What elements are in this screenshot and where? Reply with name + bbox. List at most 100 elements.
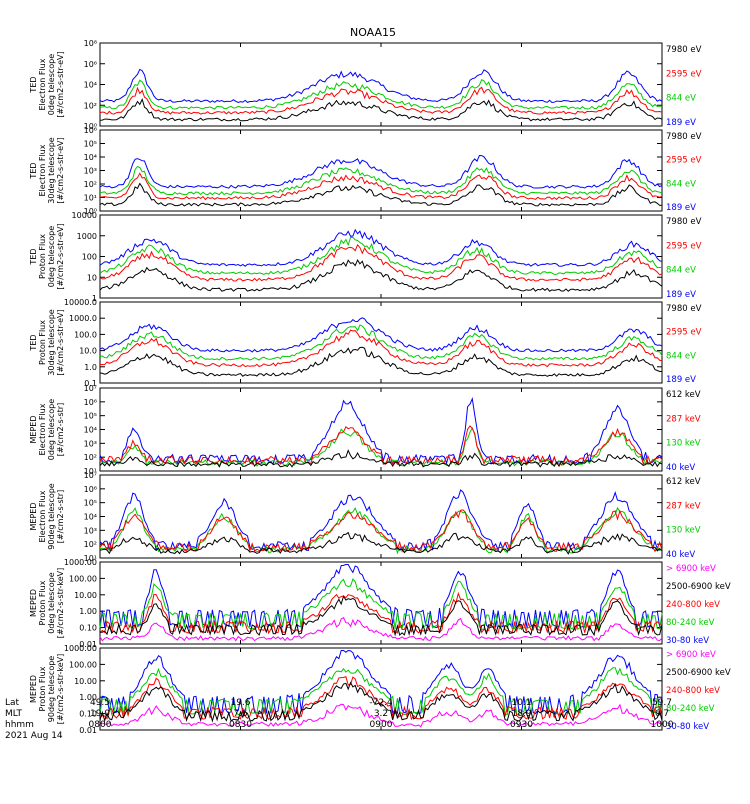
- legend-entry: 287 keV: [666, 501, 701, 511]
- y-axis-label: Electron Flux: [38, 490, 47, 542]
- series-trace: [99, 531, 663, 555]
- series-trace: [99, 228, 663, 267]
- y-tick-label: 10¹: [84, 467, 97, 476]
- y-tick-label: 10⁶: [84, 60, 97, 69]
- y-axis-label: [#/cm2-s-str-keV]: [56, 568, 65, 639]
- legend-entry: 7980 eV: [666, 132, 702, 142]
- footer-mlt-value: 7.6: [233, 709, 248, 719]
- legend-entry: 844 eV: [666, 266, 696, 276]
- y-tick-label: 10000.0: [64, 298, 97, 307]
- y-axis-label: TED: [29, 248, 38, 265]
- y-tick-label: 100.00: [69, 574, 97, 583]
- y-tick-label: 1: [92, 294, 97, 303]
- y-axis-label: [#/cm2-s-str]: [56, 403, 65, 456]
- footer-row-label: MLT: [5, 709, 23, 719]
- footer-mlt-value: 19.0: [90, 709, 110, 719]
- y-tick-label: 10⁸: [84, 39, 97, 48]
- y-tick-label: 10¹: [84, 554, 97, 563]
- series-trace: [99, 165, 663, 196]
- legend-entry: 189 eV: [666, 290, 696, 300]
- y-axis-label: 0deg telescope: [47, 399, 56, 460]
- legend-entry: 130 keV: [666, 526, 701, 536]
- legend-entry: 189 eV: [666, 375, 696, 385]
- legend-entry: 240-800 keV: [666, 600, 720, 610]
- series-trace: [99, 329, 663, 368]
- y-tick-label: 10⁷: [84, 384, 97, 393]
- legend-entry: 612 keV: [666, 390, 701, 400]
- series-trace: [99, 564, 663, 630]
- y-axis-label: TED: [29, 162, 38, 179]
- y-tick-label: 10.00: [74, 677, 97, 686]
- footer-hhmm-value: 0830: [229, 720, 252, 730]
- y-axis-label: Proton Flux: [38, 666, 47, 711]
- y-tick-label: 10²: [84, 540, 97, 549]
- y-axis-label: MEPED: [29, 589, 38, 617]
- legend-entry: 2595 eV: [666, 156, 702, 166]
- y-tick-label: 10⁶: [84, 485, 97, 494]
- footer-lat-value: -72.4: [369, 698, 393, 708]
- footer-hhmm-value: 0900: [370, 720, 393, 730]
- series-trace: [99, 667, 663, 716]
- legend-entry: 80-240 keV: [666, 618, 715, 628]
- y-tick-label: 10⁴: [84, 153, 97, 162]
- legend-entry: 612 keV: [666, 477, 701, 487]
- series-trace: [99, 681, 663, 723]
- legend-entry: 240-800 keV: [666, 686, 720, 696]
- y-tick-label: 10³: [84, 167, 97, 176]
- legend-entry: 80-240 keV: [666, 704, 715, 714]
- y-axis-label: Proton Flux: [38, 234, 47, 279]
- y-axis-label: [#/cm2-s-str-eV]: [56, 51, 65, 117]
- y-tick-label: 1.00: [79, 693, 97, 702]
- panel-frame: [99, 301, 663, 384]
- y-tick-label: 10⁶: [84, 398, 97, 407]
- y-axis-label: MEPED: [29, 675, 38, 703]
- series-trace: [99, 595, 663, 637]
- legend-entry: > 6900 keV: [666, 650, 716, 660]
- legend-entry: 2595 eV: [666, 241, 702, 251]
- y-tick-label: 100.0: [74, 330, 97, 339]
- y-axis-label: 30deg telescope: [47, 309, 56, 376]
- y-tick-label: 10³: [84, 526, 97, 535]
- series-trace: [99, 703, 663, 728]
- series-trace: [99, 259, 663, 292]
- chart-title: NOAA15: [350, 26, 396, 39]
- y-tick-label: 10⁴: [84, 81, 97, 90]
- legend-entry: 30-80 keV: [666, 722, 709, 732]
- series-trace: [99, 616, 663, 642]
- legend-entry: 844 eV: [666, 351, 696, 361]
- series-trace: [99, 676, 663, 721]
- y-axis-label: [#/cm2-s-str-eV]: [56, 137, 65, 203]
- legend-entry: 30-80 keV: [666, 636, 709, 646]
- footer-row-label: 2021 Aug 14: [5, 731, 63, 741]
- legend-entry: 844 eV: [666, 179, 696, 189]
- y-tick-label: 1.0: [84, 363, 97, 372]
- y-axis-label: [#/cm2-s-str]: [56, 490, 65, 543]
- y-tick-label: 10³: [84, 439, 97, 448]
- legend-entry: 130 keV: [666, 439, 701, 449]
- y-axis-label: [#/cm2-s-str-keV]: [56, 654, 65, 725]
- y-tick-label: 0.01: [79, 726, 97, 735]
- legend-entry: 7980 eV: [666, 304, 702, 314]
- legend-entry: 40 keV: [666, 550, 695, 560]
- y-axis-label: 30deg telescope: [47, 137, 56, 204]
- footer-mlt-value: 18.9: [511, 709, 531, 719]
- legend-entry: 40 keV: [666, 463, 695, 473]
- y-tick-label: 10²: [84, 180, 97, 189]
- y-tick-label: 0.10: [79, 624, 97, 633]
- series-trace: [99, 506, 663, 555]
- y-tick-label: 0.1: [84, 379, 97, 388]
- y-tick-label: 10⁰: [84, 122, 97, 131]
- footer-hhmm-value: 1000: [651, 720, 674, 730]
- footer-hhmm-value: 0930: [510, 720, 533, 730]
- y-tick-label: 10: [87, 273, 97, 282]
- series-trace: [99, 578, 663, 631]
- y-axis-label: [#/cm2-s-str-eV]: [56, 309, 65, 375]
- legend-entry: 2595 eV: [666, 328, 702, 338]
- footer-lat-value: 10.1: [511, 698, 531, 708]
- legend-entry: 189 eV: [666, 118, 696, 128]
- series-trace: [99, 449, 663, 468]
- y-tick-label: 100.00: [69, 660, 97, 669]
- y-axis-label: Electron Flux: [38, 58, 47, 110]
- y-tick-label: 0.01: [79, 640, 97, 649]
